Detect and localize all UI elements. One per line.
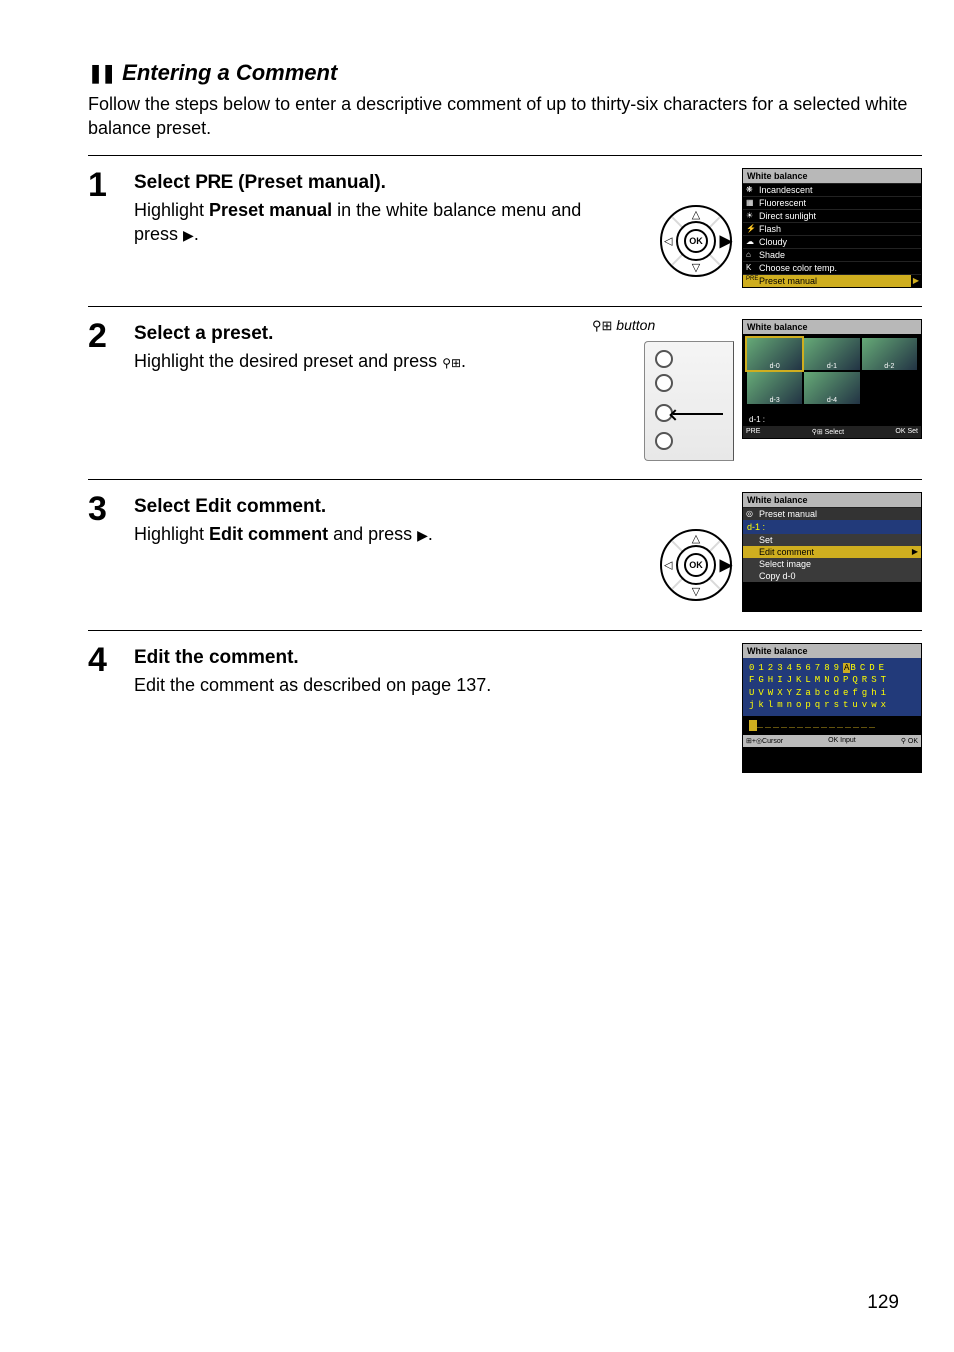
wb-button-icon (655, 374, 673, 392)
step-text: Highlight Preset manual in the white bal… (134, 198, 614, 247)
step-text: Edit the comment as described on page 13… (134, 673, 614, 697)
step-number: 1 (88, 168, 116, 288)
step-text: Highlight the desired preset and press ⚲… (134, 349, 544, 373)
step-1: 1 Select PRE (Preset manual). Highlight … (88, 156, 922, 307)
step-4: 4 Edit the comment. Edit the comment as … (88, 631, 922, 791)
step-number: 4 (88, 643, 116, 773)
intro-text: Follow the steps below to enter a descri… (88, 92, 922, 141)
menu-button-icon (655, 350, 673, 368)
step-text: Highlight Edit comment and press ▶. (134, 522, 614, 546)
step-heading: Edit the comment. (134, 647, 614, 669)
qual-zoom-icon: ⚲⊞ (442, 356, 461, 370)
screen-wb-thumbnails: White balance d-0 d-1 d-2 d-3 d-4 d-1 : … (742, 319, 922, 439)
screen-wb-list: White balance ❋Incandescent ▦Fluorescent… (742, 168, 922, 288)
button-caption: ⚲⊞ button (592, 317, 655, 334)
zoom-button-icon (655, 432, 673, 450)
section-title: Entering a Comment (122, 60, 337, 86)
camera-back-diagram (644, 341, 734, 461)
screen-char-input: White balance 0123456789ABCDE FGHIJKLMNO… (742, 643, 922, 773)
step-heading: Select a preset. (134, 323, 544, 345)
right-arrow-icon: ▶ (183, 227, 194, 243)
page-number: 129 (867, 1292, 899, 1314)
step-heading: Select Edit comment. (134, 496, 614, 518)
step-number: 2 (88, 319, 116, 461)
steps-list: 1 Select PRE (Preset manual). Highlight … (88, 155, 922, 791)
step-2: 2 Select a preset. Highlight the desired… (88, 307, 922, 480)
step-3: 3 Select Edit comment. Highlight Edit co… (88, 480, 922, 631)
multi-selector-icon: OK △▽ ◁▶ (660, 529, 732, 601)
step-number: 3 (88, 492, 116, 612)
pointer-line-icon (673, 413, 723, 415)
multi-selector-icon: OK △▽ ◁▶ (660, 205, 732, 277)
right-arrow-icon: ▶ (417, 527, 428, 543)
screen-edit-menu: White balance ◎Preset manual d-1 : Set E… (742, 492, 922, 612)
step-heading: Select PRE (Preset manual). (134, 172, 614, 194)
